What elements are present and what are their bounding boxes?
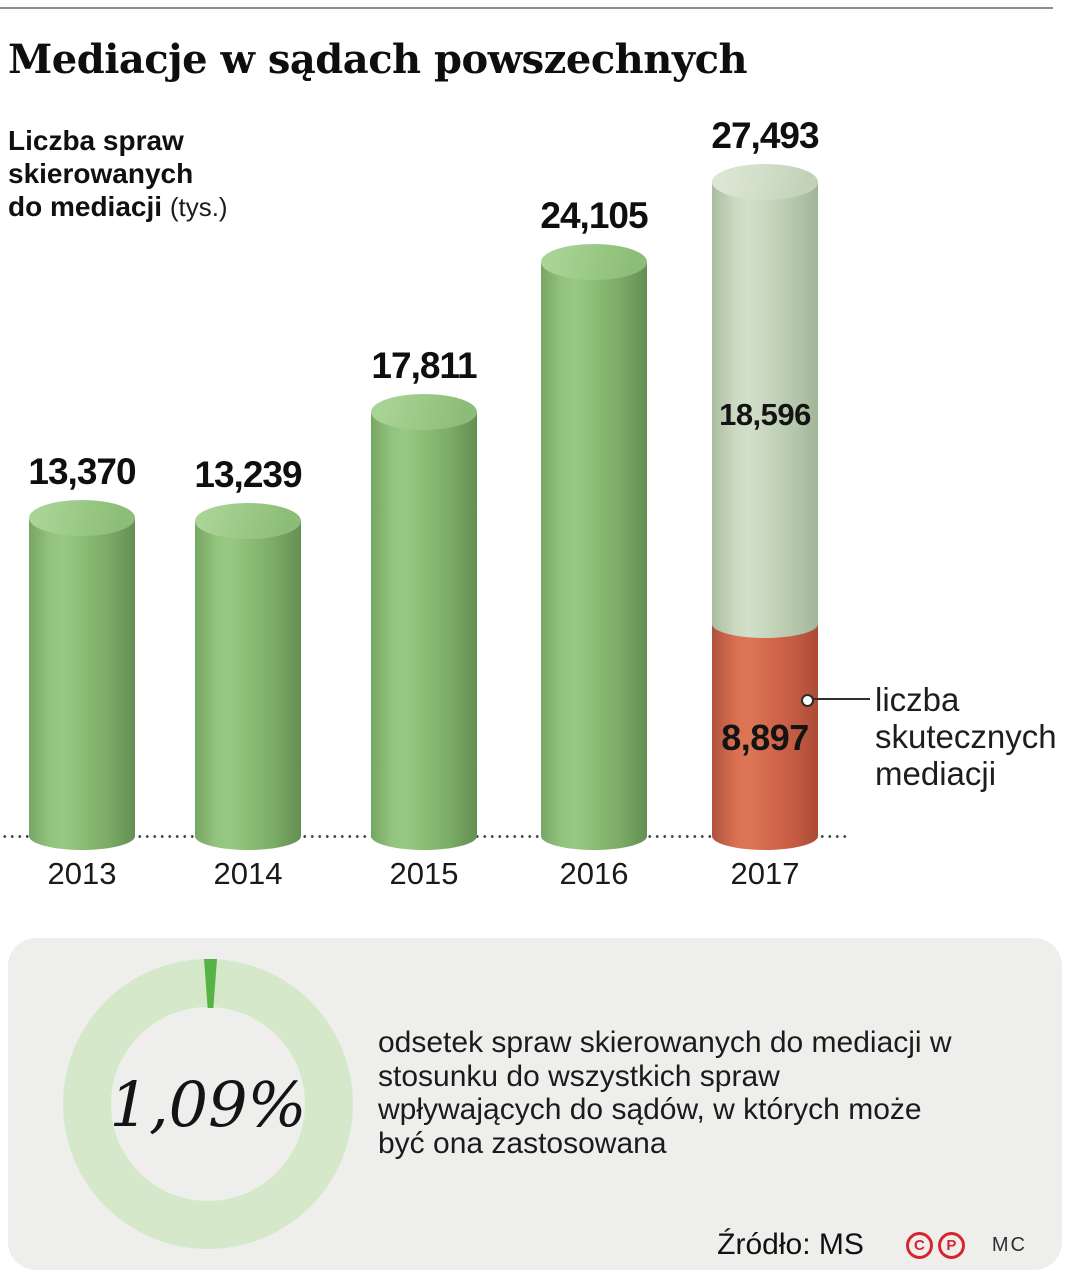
bar-chart: 13,370 2013 13,239 2014 17,811 2015 24,105 2016… xyxy=(1,115,849,891)
bar-value-label: 24,105 xyxy=(540,195,648,236)
bar-value-label: 13,370 xyxy=(28,451,136,492)
year-label-2013: 2013 xyxy=(47,856,117,891)
bar-segment-successful xyxy=(712,610,818,850)
y-axis-unit-note: (tys.) xyxy=(169,192,228,222)
donut-description: odsetek spraw skierowanych do mediacji w… xyxy=(378,1026,952,1160)
bar-2016 xyxy=(541,244,647,850)
year-label-2015: 2015 xyxy=(389,856,459,891)
y-axis-label-line2: skierowanych xyxy=(8,158,194,189)
callout-marker-dot xyxy=(801,694,814,707)
copyright-icon: C xyxy=(905,1231,933,1259)
bar-body xyxy=(195,521,301,850)
bar-body xyxy=(541,262,647,850)
bar-top-ellipse xyxy=(195,503,301,539)
bar-body xyxy=(29,518,135,850)
bar-value-label: 13,239 xyxy=(194,454,302,495)
bar-body xyxy=(371,412,477,850)
year-label-2016: 2016 xyxy=(559,856,629,891)
y-axis-label: Liczba spraw skierowanych do mediacji (t… xyxy=(8,124,228,224)
y-axis-label-line3: do mediacji (tys.) xyxy=(8,190,228,224)
bar-2014 xyxy=(195,503,301,850)
bar-value-label: 17,811 xyxy=(371,345,477,386)
bar-top-ellipse xyxy=(29,500,135,536)
y-axis-label-line3-bold: do mediacji xyxy=(8,191,163,222)
bar-segment-other xyxy=(712,182,818,638)
top-rule xyxy=(0,7,1053,9)
page-title: Mediacje w sądach powszechnych xyxy=(8,36,748,83)
bar-2015 xyxy=(371,394,477,850)
phonogram-icon: P xyxy=(937,1231,965,1259)
segment-value-other: 18,596 xyxy=(719,397,811,432)
bar-2013 xyxy=(29,500,135,850)
segment-value-successful: 8,897 xyxy=(721,717,809,758)
year-label-2014: 2014 xyxy=(213,856,283,891)
credit-label: MC xyxy=(991,1233,1027,1256)
year-label-2017: 2017 xyxy=(730,856,800,891)
donut-percent-label: 1,09% xyxy=(109,1067,307,1141)
bar-top-ellipse xyxy=(712,164,818,200)
callout-label: liczba skutecznych mediacji xyxy=(875,681,1057,792)
source-label: Źródło: MS xyxy=(717,1228,864,1261)
bar-top-ellipse xyxy=(541,244,647,280)
bar-2017 xyxy=(712,164,818,850)
footer: Źródło: MS C P MC xyxy=(717,1228,1027,1262)
y-axis-label-line1: Liczba spraw xyxy=(8,125,184,156)
bar-top-ellipse xyxy=(371,394,477,430)
bar-value-label: 27,493 xyxy=(711,115,819,156)
donut-chart-slice xyxy=(204,959,217,1008)
callout-leader-line xyxy=(812,698,870,700)
